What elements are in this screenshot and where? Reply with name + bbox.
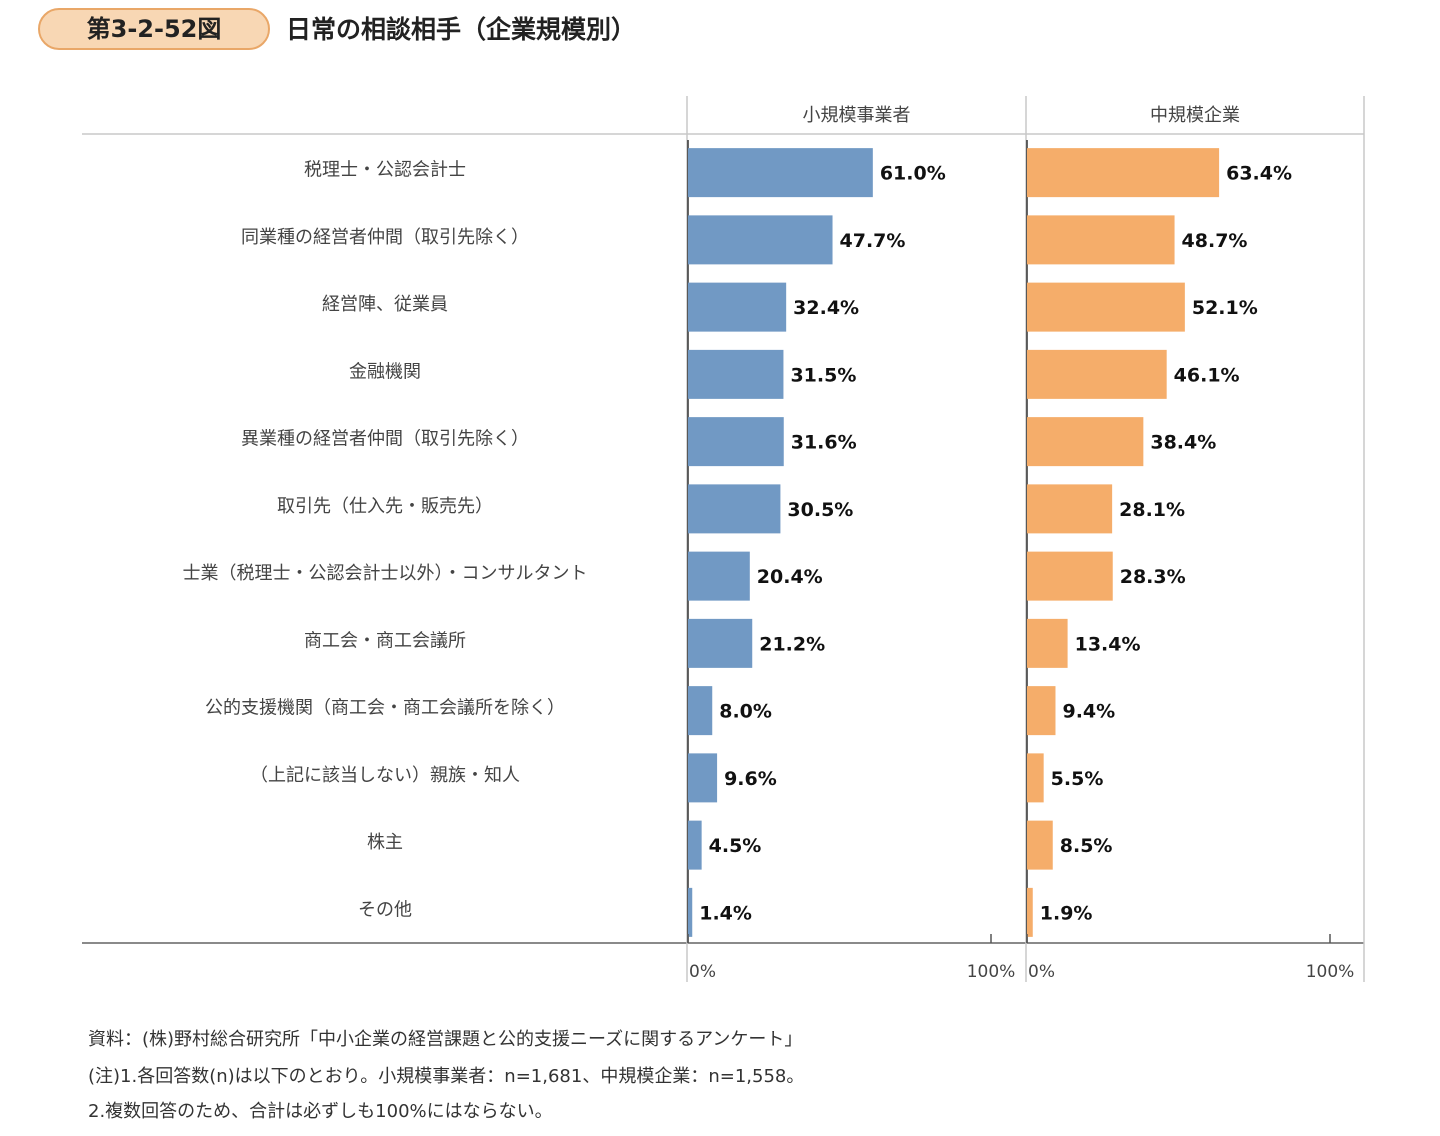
value-label: 5.5% (1051, 768, 1104, 790)
bar (1027, 753, 1044, 803)
value-label: 61.0% (880, 163, 946, 185)
bar (1027, 820, 1053, 870)
chart-title: 日常の相談相手（企業規模別） (286, 15, 637, 44)
value-label: 32.4% (793, 297, 859, 319)
bar (1027, 484, 1113, 534)
bar (688, 618, 753, 668)
bar (688, 753, 718, 803)
category-label: 士業（税理士・公認会計士以外）・コンサルタント (183, 563, 588, 584)
category-label: 株主 (367, 832, 403, 853)
value-label: 9.4% (1062, 701, 1115, 723)
value-label: 28.1% (1119, 499, 1185, 521)
bar (688, 551, 750, 601)
bar (1027, 417, 1144, 467)
series-header: 小規模事業者 (803, 105, 911, 126)
value-label: 13.4% (1075, 633, 1141, 655)
category-label: 同業種の経営者仲間（取引先除く） (241, 227, 529, 248)
bar (688, 887, 693, 937)
category-label: 金融機関 (349, 361, 421, 382)
bar (1027, 215, 1175, 265)
bar (688, 282, 787, 332)
value-label: 1.9% (1040, 902, 1093, 924)
bar (1027, 686, 1056, 736)
note-1: (注)1.各回答数(n)は以下のとおり。小規模事業者：n=1,681、中規模企業… (88, 1066, 805, 1087)
figure-number-badge: 第3-2-52図 (38, 8, 270, 50)
value-label: 28.3% (1120, 566, 1186, 588)
value-label: 9.6% (724, 768, 777, 790)
bar (688, 148, 873, 198)
value-label: 63.4% (1226, 163, 1292, 185)
category-label: 経営陣、従業員 (322, 294, 448, 315)
value-label: 8.0% (719, 701, 772, 723)
bar (1027, 148, 1220, 198)
bar (688, 820, 702, 870)
value-label: 1.4% (699, 902, 752, 924)
value-label: 48.7% (1182, 230, 1248, 252)
x-tick-label: 100% (1306, 962, 1355, 982)
bar (1027, 618, 1068, 668)
value-label: 30.5% (787, 499, 853, 521)
value-label: 52.1% (1192, 297, 1258, 319)
x-tick-label: 100% (967, 962, 1016, 982)
series-header: 中規模企業 (1150, 105, 1240, 126)
x-tick-label: 0% (689, 962, 716, 982)
value-label: 8.5% (1060, 835, 1113, 857)
category-label: 商工会・商工会議所 (304, 630, 466, 651)
bar (1027, 282, 1185, 332)
value-label: 31.6% (791, 432, 857, 454)
value-label: 47.7% (840, 230, 906, 252)
category-label: 取引先（仕入先・販売先） (277, 496, 493, 517)
bar (688, 349, 784, 399)
bar (1027, 551, 1113, 601)
value-label: 21.2% (759, 633, 825, 655)
category-label: 税理士・公認会計士 (304, 160, 466, 181)
bar (688, 484, 781, 534)
bar (688, 417, 784, 467)
bar (1027, 887, 1033, 937)
bar (1027, 349, 1167, 399)
bar (688, 215, 833, 265)
category-label: 公的支援機関（商工会・商工会議所を除く） (205, 698, 565, 719)
x-tick-label: 0% (1028, 962, 1055, 982)
value-label: 4.5% (709, 835, 762, 857)
category-label: （上記に該当しない）親族・知人 (250, 765, 520, 786)
bar (688, 686, 713, 736)
value-label: 20.4% (757, 566, 823, 588)
category-label: 異業種の経営者仲間（取引先除く） (241, 429, 529, 450)
category-label: その他 (358, 899, 412, 920)
value-label: 38.4% (1150, 432, 1216, 454)
value-label: 46.1% (1174, 364, 1240, 386)
note-2: 2.複数回答のため、合計は必ずしも100%にはならない。 (88, 1101, 553, 1122)
source-note: 資料：(株)野村総合研究所「中小企業の経営課題と公的支援ニーズに関するアンケート… (88, 1029, 803, 1050)
value-label: 31.5% (790, 364, 856, 386)
